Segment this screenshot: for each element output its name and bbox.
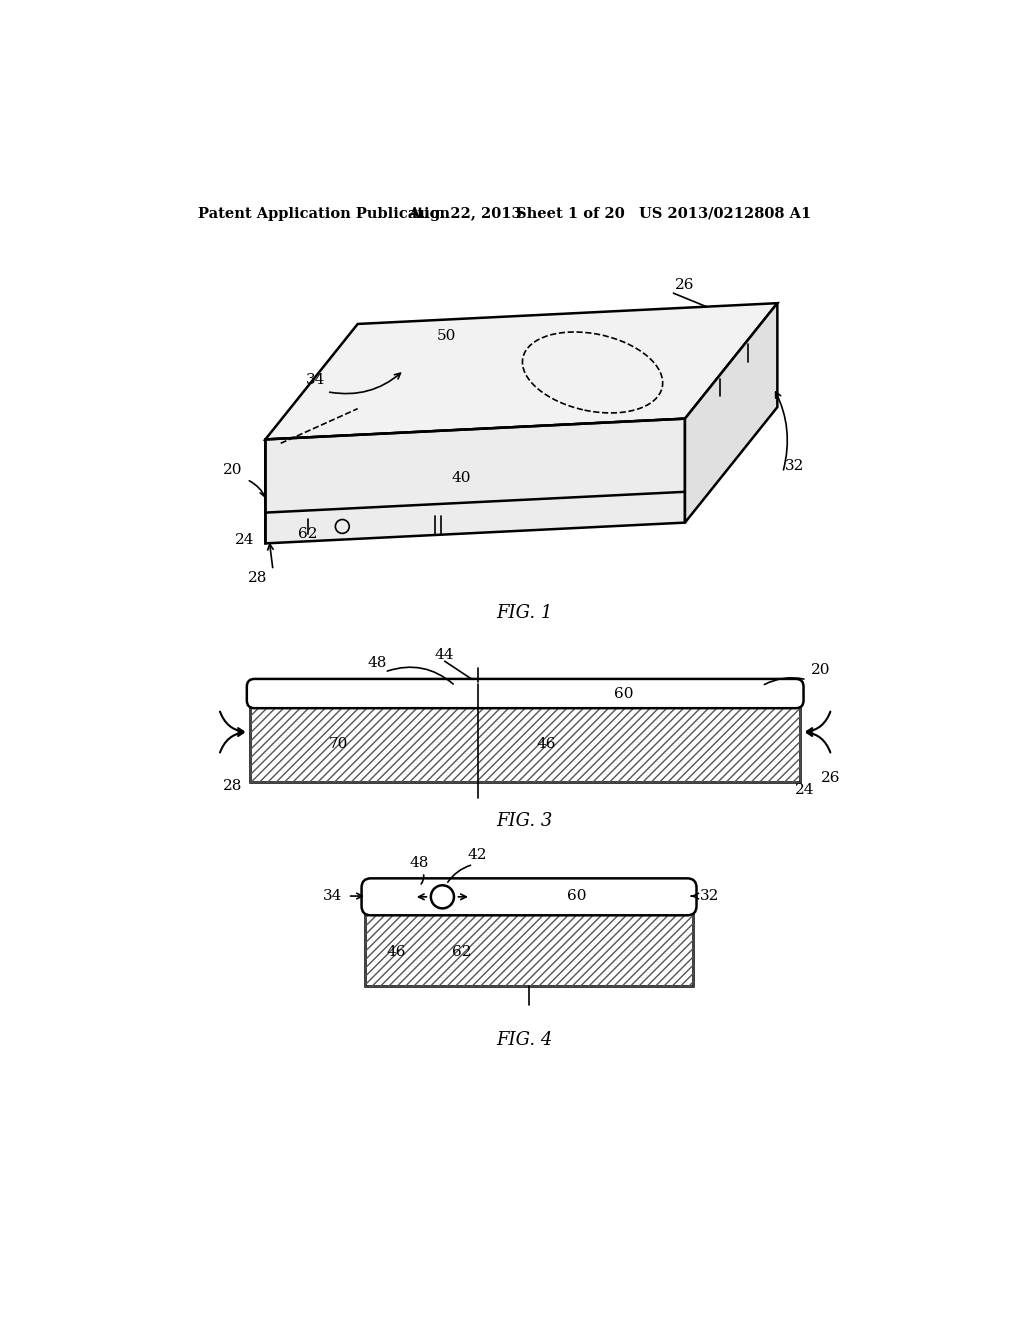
Text: 28: 28 (248, 572, 267, 585)
Text: 62: 62 (452, 945, 471, 958)
Bar (250, 705, 801, 781)
Text: FIG. 1: FIG. 1 (497, 603, 553, 622)
Text: 48: 48 (410, 855, 429, 870)
FancyBboxPatch shape (247, 678, 804, 708)
Bar (366, 911, 692, 986)
Text: 20: 20 (223, 463, 243, 478)
Text: 34: 34 (323, 890, 342, 903)
Bar (366, 911, 692, 986)
Text: US 2013/0212808 A1: US 2013/0212808 A1 (639, 207, 811, 220)
Text: 20: 20 (810, 664, 830, 677)
Text: 60: 60 (567, 890, 587, 903)
Text: 46: 46 (537, 737, 556, 751)
Bar (250, 705, 801, 781)
Text: FIG. 3: FIG. 3 (497, 812, 553, 829)
Text: 60: 60 (613, 686, 633, 701)
Text: 42: 42 (467, 849, 486, 862)
Text: 46: 46 (386, 945, 406, 958)
Text: 32: 32 (700, 890, 719, 903)
Polygon shape (265, 418, 685, 544)
Text: FIG. 4: FIG. 4 (497, 1031, 553, 1049)
Text: 26: 26 (675, 279, 694, 293)
Text: 34: 34 (306, 374, 325, 387)
Text: 32: 32 (784, 459, 804, 474)
Polygon shape (265, 304, 777, 440)
Text: 44: 44 (435, 648, 455, 663)
Polygon shape (685, 304, 777, 523)
Text: 50: 50 (436, 329, 456, 342)
Text: 62: 62 (298, 527, 317, 541)
Text: 24: 24 (795, 783, 814, 797)
FancyBboxPatch shape (361, 878, 696, 915)
Text: 70: 70 (329, 737, 348, 751)
Text: Sheet 1 of 20: Sheet 1 of 20 (515, 207, 625, 220)
Text: 28: 28 (222, 779, 242, 793)
Text: Patent Application Publication: Patent Application Publication (199, 207, 451, 220)
Text: 26: 26 (821, 771, 841, 785)
Text: 48: 48 (368, 656, 387, 669)
Text: 40: 40 (452, 471, 471, 484)
Text: Aug. 22, 2013: Aug. 22, 2013 (408, 207, 521, 220)
Text: 24: 24 (234, 532, 254, 546)
